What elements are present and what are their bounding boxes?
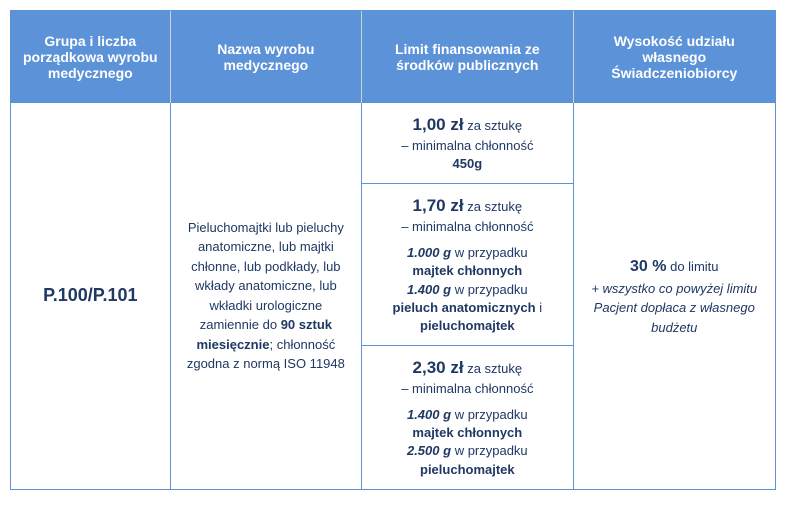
limit-tier-3: 2,30 zł za sztukę – minimalna chłonność …: [362, 346, 572, 489]
limit-tier-2: 1,70 zł za sztukę – minimalna chłonność …: [362, 184, 572, 346]
product-desc-cell: Pieluchomajtki lub pieluchy anatomiczne,…: [171, 103, 363, 489]
t2-l2-b2: pieluchomajtek: [374, 317, 560, 335]
header-limit: Limit finansowania ze środków publicznyc…: [362, 11, 573, 103]
min-label-1: – minimalna chłonność: [374, 137, 560, 155]
reimbursement-table: Grupa i liczba porządkowa wyrobu medyczn…: [10, 10, 776, 490]
t3-l2-txt: w przypadku: [455, 443, 528, 458]
t3-l1-txt: w przypadku: [455, 407, 528, 422]
header-name: Nazwa wyrobu medycznego: [171, 11, 363, 103]
product-code-cell: P.100/P.101: [11, 103, 171, 489]
min-label-2: – minimalna chłonność: [374, 218, 560, 236]
patient-share-cell: 30 % do limitu + wszystko co powyżej lim…: [574, 103, 775, 489]
table-body-row: P.100/P.101 Pieluchomajtki lub pieluchy …: [11, 103, 775, 489]
t2-l1-val: 1.000 g: [407, 245, 451, 260]
desc-pre: Pieluchomajtki lub pieluchy anatomiczne,…: [188, 220, 344, 333]
t2-l1-txt: w przypadku: [455, 245, 528, 260]
t3-l1-bold: majtek chłonnych: [374, 424, 560, 442]
share-pct: 30 %: [630, 258, 666, 275]
share-note: + wszystko co powyżej limitu Pacjent dop…: [586, 279, 763, 338]
price-1: 1,00 zł: [413, 115, 464, 134]
price-1-per: za sztukę: [467, 118, 522, 133]
limit-tier-1: 1,00 zł za sztukę – minimalna chłonność …: [362, 103, 572, 184]
min-label-3: – minimalna chłonność: [374, 380, 560, 398]
t2-l2-txt: w przypadku: [455, 282, 528, 297]
t3-l2-bold: pieluchomajtek: [374, 461, 560, 479]
t2-l2-and: i: [539, 300, 542, 315]
t2-l2-b1: pieluch anatomicznych: [393, 300, 536, 315]
table-header-row: Grupa i liczba porządkowa wyrobu medyczn…: [11, 11, 775, 103]
t2-l1-bold: majtek chłonnych: [374, 262, 560, 280]
price-3: 2,30 zł: [413, 358, 464, 377]
min-bold-1: 450g: [374, 155, 560, 173]
header-share: Wysokość udziału własnego Świadczeniobio…: [574, 11, 775, 103]
header-group: Grupa i liczba porządkowa wyrobu medyczn…: [11, 11, 171, 103]
price-2-per: za sztukę: [467, 199, 522, 214]
t2-l2-val: 1.400 g: [407, 282, 451, 297]
price-2: 1,70 zł: [413, 196, 464, 215]
limits-stack: 1,00 zł za sztukę – minimalna chłonność …: [362, 103, 573, 489]
t3-l1-val: 1.400 g: [407, 407, 451, 422]
price-3-per: za sztukę: [467, 361, 522, 376]
t3-l2-val: 2.500 g: [407, 443, 451, 458]
share-pct-suffix: do limitu: [670, 259, 718, 274]
